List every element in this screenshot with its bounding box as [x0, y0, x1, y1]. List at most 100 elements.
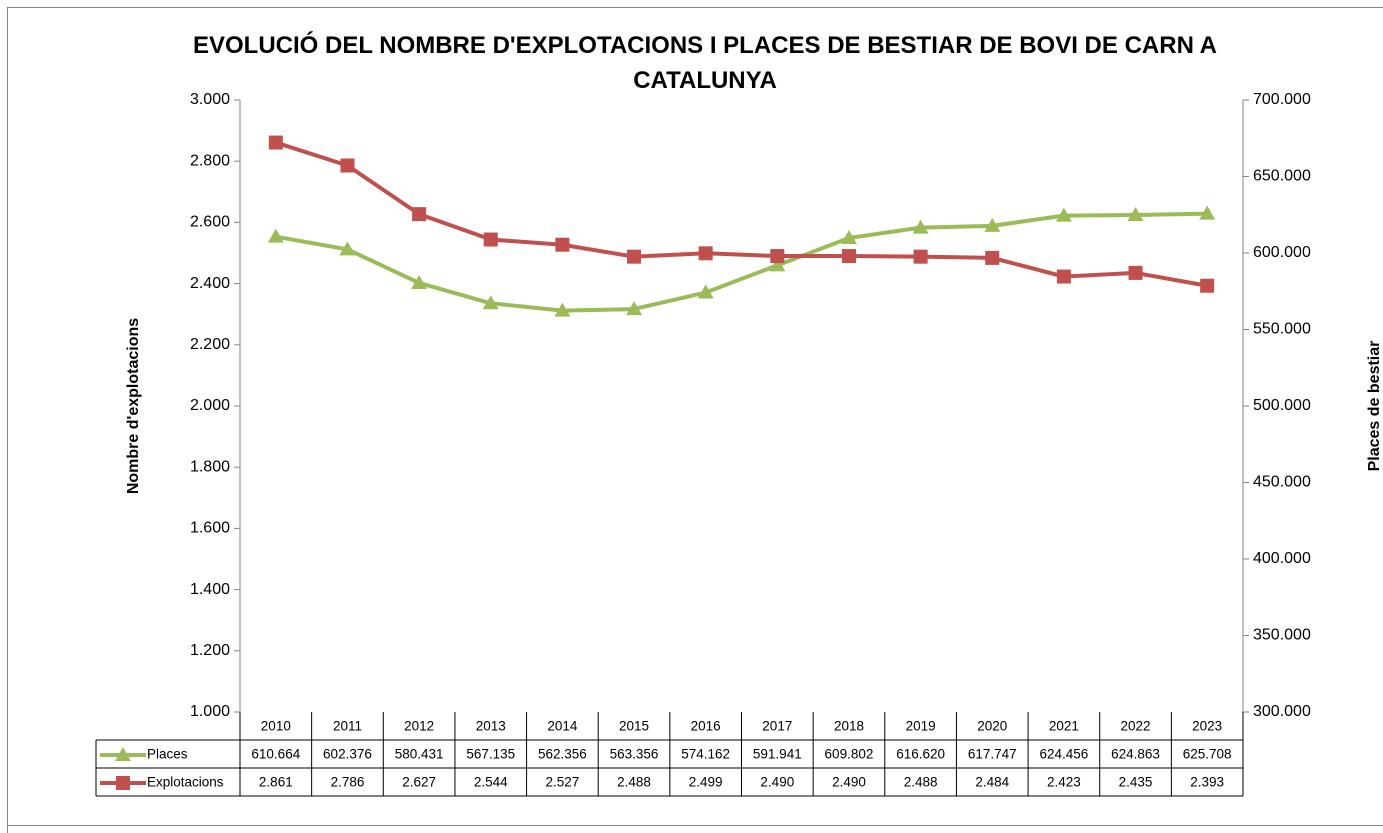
point-marker — [1200, 278, 1215, 293]
legend-label: Places — [147, 747, 188, 762]
table-value: 591.941 — [753, 747, 802, 762]
table-value: 2.488 — [617, 775, 651, 790]
table-value: 2.423 — [1047, 775, 1081, 790]
table-value: 567.135 — [466, 747, 515, 762]
x-tick-label: 2017 — [762, 719, 792, 734]
point-marker — [769, 257, 786, 272]
y2-tick-label: 650.000 — [1253, 168, 1311, 185]
table-value: 617.747 — [968, 747, 1017, 762]
x-tick-label: 2019 — [906, 719, 936, 734]
legend-marker — [115, 747, 131, 761]
table-value: 2.861 — [259, 775, 293, 790]
table-value: 624.456 — [1039, 747, 1088, 762]
y-tick-label: 3.000 — [190, 91, 230, 108]
y-tick-label: 1.200 — [190, 642, 230, 659]
table-value: 2.488 — [904, 775, 938, 790]
y2-tick-label: 400.000 — [1253, 550, 1311, 567]
legend-label: Explotacions — [147, 775, 224, 790]
table-value: 580.431 — [395, 747, 444, 762]
point-marker — [1127, 206, 1144, 221]
point-marker — [1199, 205, 1216, 220]
y-tick-label: 1.000 — [190, 703, 230, 720]
series-line — [275, 211, 1208, 313]
table-value: 609.802 — [825, 747, 874, 762]
point-marker — [554, 302, 571, 317]
x-tick-label: 2013 — [476, 719, 506, 734]
point-marker — [267, 228, 284, 243]
table-value: 2.527 — [545, 775, 579, 790]
x-tick-label: 2012 — [404, 719, 434, 734]
point-marker — [626, 301, 643, 316]
table-value: 2.627 — [402, 775, 436, 790]
series-line — [275, 140, 1208, 288]
point-marker — [555, 237, 570, 252]
y-axis-label: Nombre d'explotacions — [125, 318, 142, 494]
table-value: 610.664 — [251, 747, 300, 762]
point-marker — [482, 295, 499, 310]
point-marker — [483, 232, 498, 247]
y-tick-label: 2.200 — [190, 336, 230, 353]
y2-tick-label: 600.000 — [1253, 244, 1311, 261]
y2-tick-label: 700.000 — [1253, 91, 1311, 108]
point-marker — [840, 230, 857, 245]
point-marker — [1128, 265, 1143, 280]
table-value: 2.484 — [975, 775, 1009, 790]
y2-tick-label: 350.000 — [1253, 627, 1311, 644]
y-tick-label: 2.400 — [190, 275, 230, 292]
point-marker — [1056, 269, 1071, 284]
table-value: 2.544 — [474, 775, 508, 790]
point-marker — [770, 249, 785, 264]
table-value: 616.620 — [896, 747, 945, 762]
x-tick-label: 2014 — [547, 719, 578, 734]
point-marker — [698, 246, 713, 261]
point-marker — [985, 250, 1000, 265]
point-marker — [411, 274, 428, 289]
point-marker — [412, 207, 427, 222]
x-tick-label: 2011 — [333, 719, 362, 734]
x-tick-label: 2022 — [1121, 719, 1151, 734]
y2-axis-label: Places de bestiar — [1366, 341, 1383, 472]
x-tick-label: 2015 — [619, 719, 649, 734]
table-value: 2.499 — [689, 775, 723, 790]
x-tick-label: 2020 — [977, 719, 1007, 734]
point-marker — [984, 217, 1001, 232]
legend-marker — [116, 776, 130, 790]
x-tick-label: 2018 — [834, 719, 864, 734]
x-tick-label: 2023 — [1192, 719, 1222, 734]
table-value: 2.490 — [832, 775, 866, 790]
point-marker — [340, 158, 355, 173]
table-value: 2.393 — [1190, 775, 1224, 790]
point-marker — [627, 249, 642, 264]
table-value: 2.786 — [331, 775, 365, 790]
point-marker — [339, 241, 356, 256]
y-tick-label: 2.000 — [190, 397, 230, 414]
chart-title: EVOLUCIÓ DEL NOMBRE D'EXPLOTACIONS I PLA… — [192, 32, 1218, 94]
y-tick-label: 2.800 — [190, 152, 230, 169]
x-tick-label: 2010 — [261, 719, 291, 734]
x-tick-label: 2021 — [1049, 719, 1079, 734]
chart-frame — [7, 7, 1383, 833]
y-tick-label: 1.600 — [190, 520, 230, 537]
point-marker — [913, 249, 928, 264]
y-tick-label: 2.600 — [190, 214, 230, 231]
table-value: 2.435 — [1119, 775, 1153, 790]
point-marker — [697, 284, 714, 299]
y2-tick-label: 550.000 — [1253, 321, 1311, 338]
point-marker — [1055, 207, 1072, 222]
table-value: 602.376 — [323, 747, 372, 762]
y-tick-label: 1.400 — [190, 581, 230, 598]
table-value: 563.356 — [610, 747, 659, 762]
point-marker — [912, 219, 929, 234]
table-value: 625.708 — [1183, 747, 1232, 762]
y-tick-label: 1.800 — [190, 458, 230, 475]
point-marker — [268, 135, 283, 150]
table-value: 2.490 — [760, 775, 794, 790]
table-value: 562.356 — [538, 747, 587, 762]
table-value: 574.162 — [681, 747, 730, 762]
y2-tick-label: 450.000 — [1253, 474, 1311, 491]
table-value: 624.863 — [1111, 747, 1160, 762]
y2-tick-label: 500.000 — [1253, 397, 1311, 414]
x-tick-label: 2016 — [691, 719, 721, 734]
